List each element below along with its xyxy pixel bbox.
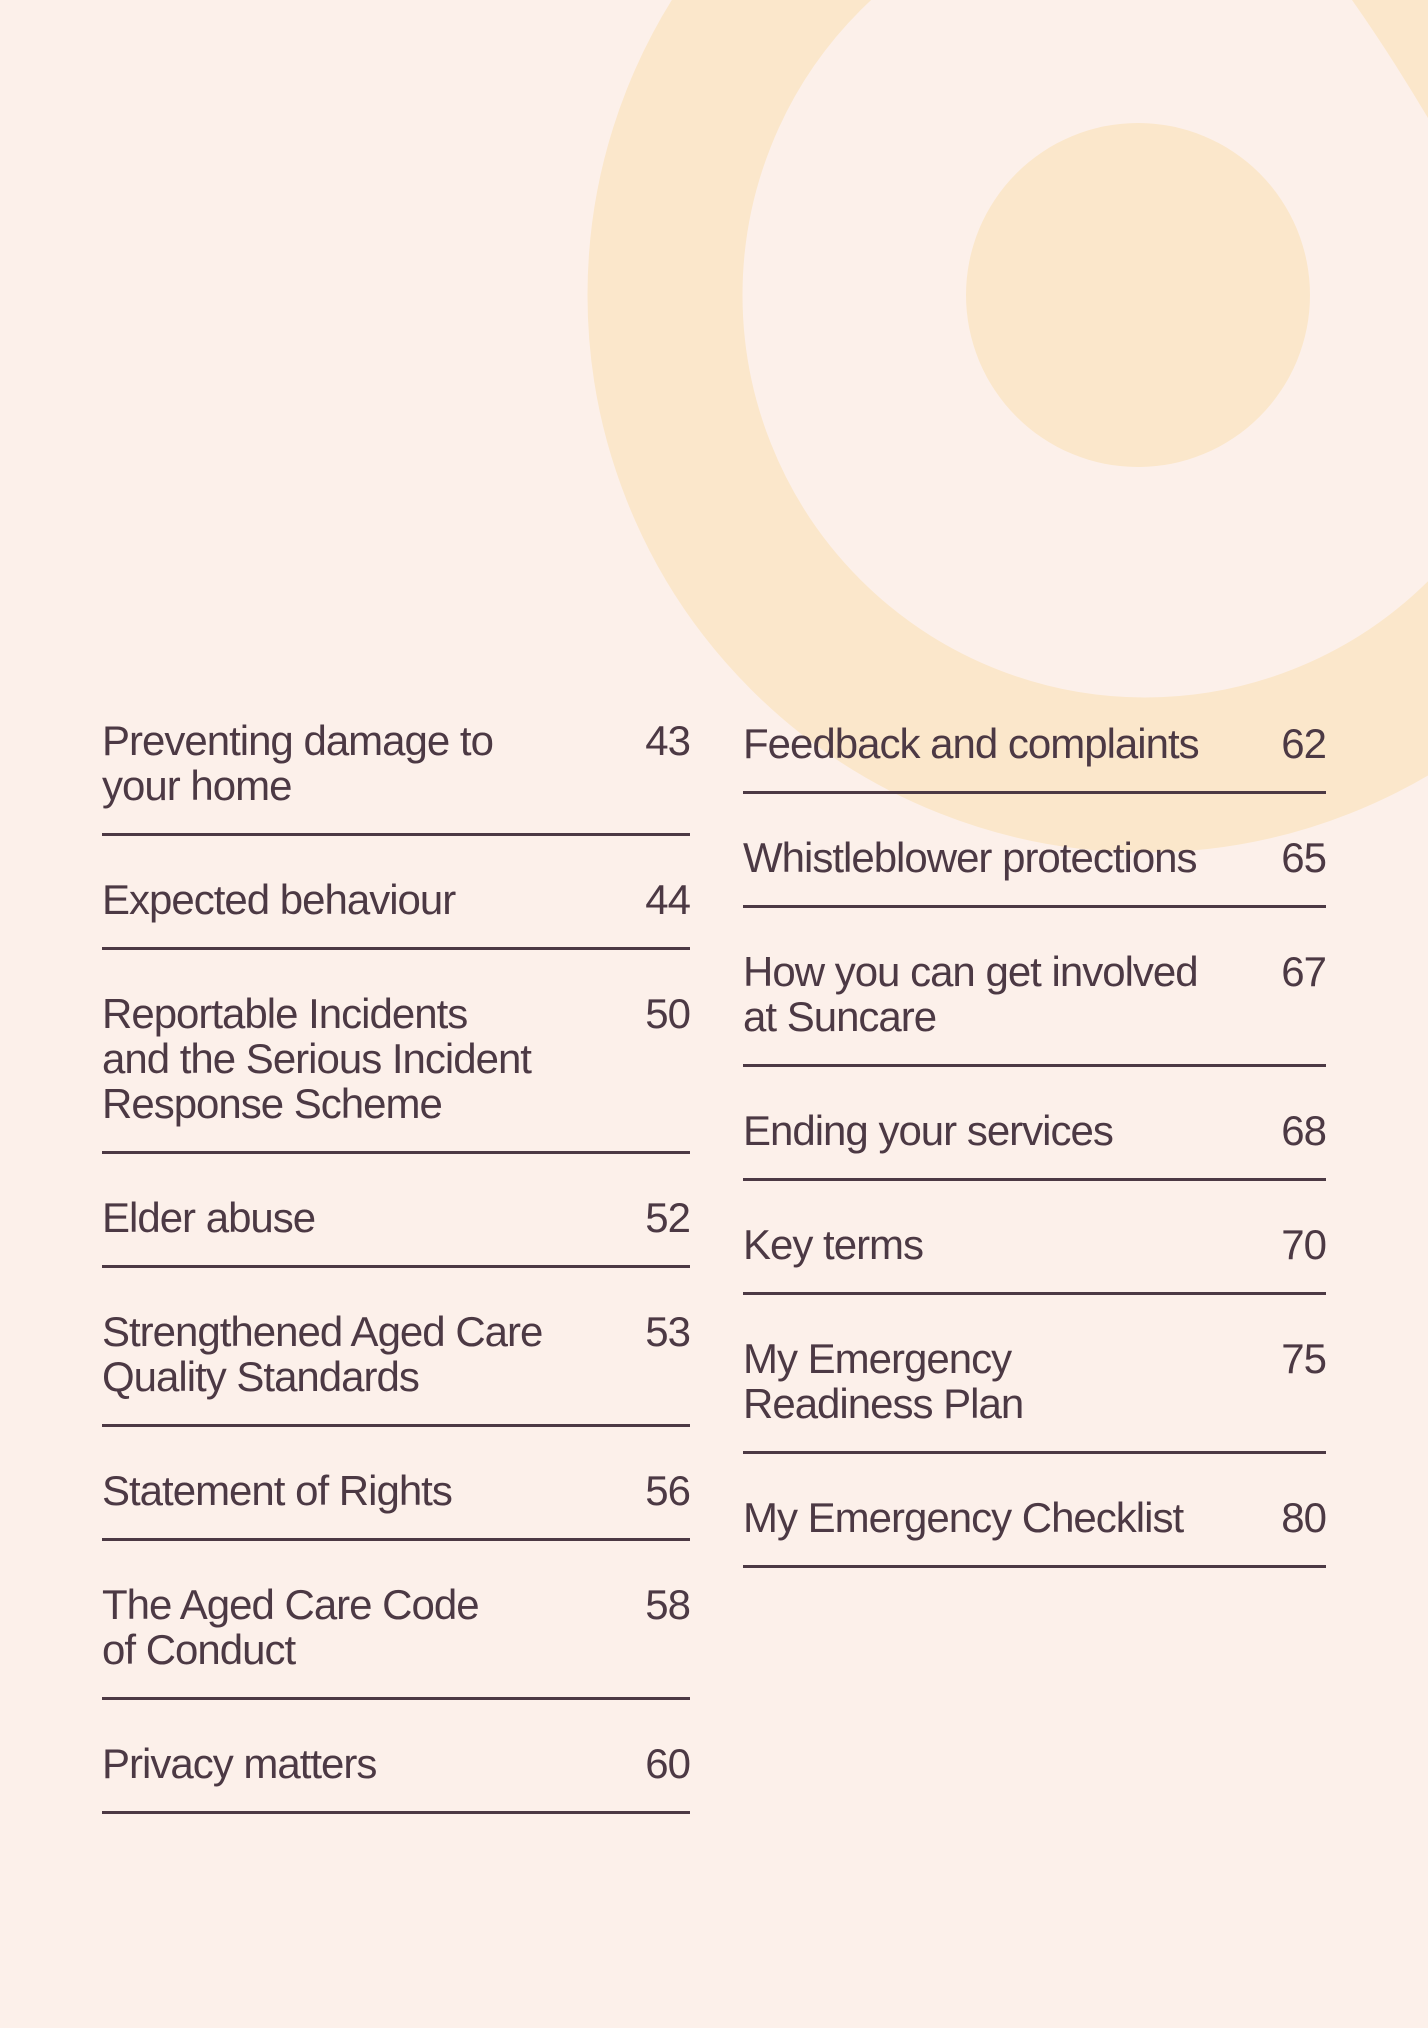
toc-entry[interactable]: My Emergency Checklist 80 xyxy=(743,1494,1327,1568)
toc-entry-title: Reportable Incidents and the Serious Inci… xyxy=(102,991,625,1126)
toc-entry-divider xyxy=(743,1178,1326,1181)
toc-entry-title: Strengthened Aged Care Quality Standards xyxy=(102,1309,625,1399)
toc-entry-title-line: Strengthened Aged Care xyxy=(102,1308,543,1355)
decorative-center-blob xyxy=(966,123,1310,467)
toc-entry-title-line: Ending your services xyxy=(743,1107,1114,1154)
toc-entry-title: My Emergency Readiness Plan xyxy=(743,1336,1261,1426)
toc-entry-page-number: 53 xyxy=(645,1308,691,1355)
toc-entry-page-number: 70 xyxy=(1281,1221,1327,1268)
toc-entry-page-number: 80 xyxy=(1281,1494,1327,1541)
toc-entry-title-line: Feedback and complaints xyxy=(743,720,1200,767)
toc-entry[interactable]: Elder abuse 52 xyxy=(102,1194,691,1268)
toc-entry-title: Feedback and complaints xyxy=(743,721,1261,766)
toc-entry[interactable]: Whistleblower protections 65 xyxy=(743,834,1327,908)
toc-entry-title-line: How you can get involved xyxy=(743,948,1199,995)
toc-entry-divider xyxy=(102,1697,690,1700)
toc-entry[interactable]: Strengthened Aged Care Quality Standards … xyxy=(102,1308,691,1427)
toc-entry[interactable]: Feedback and complaints 62 xyxy=(743,720,1327,794)
toc-column-left: Preventing damage to your home 43 Expecte… xyxy=(102,717,691,1855)
toc-entry[interactable]: Statement of Rights 56 xyxy=(102,1467,691,1541)
toc-entry-title: My Emergency Checklist xyxy=(743,1495,1261,1540)
toc-entry-page-number: 43 xyxy=(645,717,691,764)
toc-entry-page-number: 68 xyxy=(1281,1107,1327,1154)
toc-entry-title: Elder abuse xyxy=(102,1195,625,1240)
toc-entry-divider xyxy=(743,791,1326,794)
toc-entry-divider xyxy=(102,1265,690,1268)
toc-entry-title-line: Reportable Incidents xyxy=(102,990,468,1037)
toc-entry[interactable]: Privacy matters 60 xyxy=(102,1740,691,1814)
toc-entry-page-number: 65 xyxy=(1281,834,1327,881)
toc-entry-page-number: 75 xyxy=(1281,1335,1327,1382)
toc-entry-title-line: My Emergency Checklist xyxy=(743,1494,1184,1541)
toc-entry[interactable]: How you can get involved at Suncare 67 xyxy=(743,948,1327,1067)
toc-entry[interactable]: Expected behaviour 44 xyxy=(102,876,691,950)
toc-entry-divider xyxy=(102,1538,690,1541)
toc-entry-title: Statement of Rights xyxy=(102,1468,625,1513)
toc-entry-divider xyxy=(743,1565,1326,1568)
toc-entry[interactable]: Preventing damage to your home 43 xyxy=(102,717,691,836)
toc-entry-title-line: Expected behaviour xyxy=(102,876,456,923)
toc-entry-page-number: 62 xyxy=(1281,720,1327,767)
toc-entry-title-line: your home xyxy=(102,762,292,809)
toc-entry-divider xyxy=(743,1064,1326,1067)
decorative-ring-band xyxy=(587,0,1428,853)
toc-entry-title-line: The Aged Care Code xyxy=(102,1581,480,1628)
toc-entry-title-line: Statement of Rights xyxy=(102,1467,453,1514)
toc-entry-page-number: 52 xyxy=(645,1194,691,1241)
toc-entry[interactable]: Key terms 70 xyxy=(743,1221,1327,1295)
toc-entry-title: Whistleblower protections xyxy=(743,835,1261,880)
toc-entry-title-line: Elder abuse xyxy=(102,1194,316,1241)
toc-entry-title-line: of Conduct xyxy=(102,1626,296,1673)
toc-entry[interactable]: The Aged Care Code of Conduct 58 xyxy=(102,1581,691,1700)
toc-entry-title: Preventing damage to your home xyxy=(102,718,625,808)
toc-entry-page-number: 44 xyxy=(645,876,691,923)
toc-entry-divider xyxy=(102,833,690,836)
toc-entry-page-number: 67 xyxy=(1281,948,1327,995)
toc-entry-title-line: My Emergency xyxy=(743,1335,1012,1382)
toc-entry-title: Ending your services xyxy=(743,1108,1261,1153)
toc-entry-divider xyxy=(102,1151,690,1154)
toc-entry-title-line: Whistleblower protections xyxy=(743,834,1198,881)
toc-entry-title-line: Key terms xyxy=(743,1221,924,1268)
toc-entry-title-line: at Suncare xyxy=(743,993,937,1040)
toc-entry-page-number: 58 xyxy=(645,1581,691,1628)
toc-entry-title-line: Readiness Plan xyxy=(743,1380,1024,1427)
toc-entry[interactable]: Ending your services 68 xyxy=(743,1107,1327,1181)
toc-entry-title: The Aged Care Code of Conduct xyxy=(102,1582,625,1672)
toc-entry-divider xyxy=(743,1292,1326,1295)
toc-entry-title-line: Preventing damage to xyxy=(102,717,494,764)
decorative-corner-arc xyxy=(1352,0,1428,118)
toc-entry-page-number: 50 xyxy=(645,990,691,1037)
toc-entry-page-number: 56 xyxy=(645,1467,691,1514)
toc-entry-title: How you can get involved at Suncare xyxy=(743,949,1261,1039)
toc-entry-title-line: Response Scheme xyxy=(102,1080,443,1127)
toc-entry[interactable]: My Emergency Readiness Plan 75 xyxy=(743,1335,1327,1454)
toc-entry-title-line: Privacy matters xyxy=(102,1740,377,1787)
toc-entry-divider xyxy=(102,1424,690,1427)
toc-entry-divider xyxy=(743,1451,1326,1454)
toc-entry-divider xyxy=(743,905,1326,908)
toc-entry-page-number: 60 xyxy=(645,1740,691,1787)
toc-entry-title-line: Quality Standards xyxy=(102,1353,420,1400)
toc-entry-title-line: and the Serious Incident xyxy=(102,1035,532,1082)
toc-entry-title: Privacy matters xyxy=(102,1741,625,1786)
toc-entry-divider xyxy=(102,947,690,950)
toc-entry-divider xyxy=(102,1811,690,1814)
toc-column-right: Feedback and complaints 62 Whistleblower… xyxy=(743,720,1327,1609)
toc-entry[interactable]: Reportable Incidents and the Serious Inci… xyxy=(102,990,691,1154)
toc-entry-title: Expected behaviour xyxy=(102,877,625,922)
toc-entry-title: Key terms xyxy=(743,1222,1261,1267)
